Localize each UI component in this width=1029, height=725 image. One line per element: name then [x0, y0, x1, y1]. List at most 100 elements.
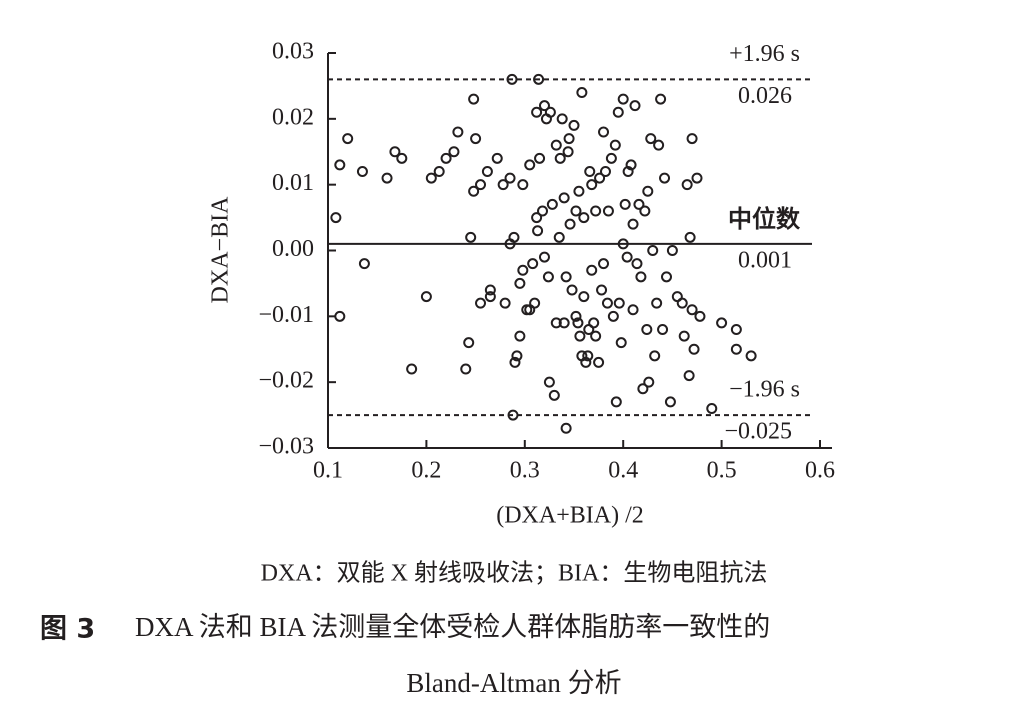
point	[570, 310, 582, 322]
point	[433, 166, 445, 177]
point	[499, 297, 511, 309]
point	[678, 330, 690, 342]
reference-value-label: −0.025	[724, 419, 792, 445]
point	[617, 238, 629, 250]
point	[666, 245, 678, 256]
point	[542, 271, 554, 283]
point	[562, 146, 574, 158]
point	[425, 172, 437, 184]
point	[686, 304, 698, 316]
point	[598, 126, 610, 138]
point	[533, 73, 545, 85]
point	[635, 271, 647, 283]
point	[534, 152, 546, 164]
point	[586, 179, 598, 191]
x-tick-label: 0.4	[608, 458, 638, 484]
point	[631, 258, 643, 270]
reference-label: +1.96 s	[729, 41, 800, 67]
point	[730, 343, 742, 355]
point	[601, 297, 613, 309]
point	[645, 133, 657, 145]
point	[465, 231, 477, 243]
point	[647, 245, 659, 256]
point	[484, 284, 496, 296]
y-axis-label: DXA−BIA	[208, 196, 234, 304]
point	[330, 212, 342, 224]
point	[554, 152, 566, 164]
point	[586, 264, 598, 276]
point	[676, 297, 688, 309]
point	[660, 271, 672, 283]
point	[570, 205, 582, 217]
point	[588, 317, 600, 329]
point	[506, 73, 518, 85]
point	[573, 185, 585, 197]
point	[578, 212, 590, 224]
point	[529, 297, 541, 309]
point	[593, 356, 605, 368]
point	[511, 350, 523, 362]
point	[509, 356, 521, 368]
x-tick-label: 0.6	[805, 458, 835, 484]
point	[655, 93, 667, 105]
point	[558, 192, 570, 204]
caption-line: DXA 法和 BIA 法测量全体受检人群体脂肪率一致性的	[135, 612, 770, 642]
point	[627, 218, 639, 230]
point	[598, 258, 610, 270]
point	[694, 310, 706, 322]
point	[576, 87, 588, 98]
point	[688, 343, 700, 355]
point	[406, 363, 418, 375]
point	[602, 205, 614, 217]
y-tick-label: 0.03	[272, 39, 314, 65]
point	[621, 251, 633, 263]
point	[572, 317, 584, 329]
point	[531, 212, 543, 224]
reference-label: 中位数	[728, 205, 801, 233]
point	[633, 198, 645, 210]
x-tick-label: 0.1	[313, 458, 343, 484]
point	[590, 205, 602, 217]
point	[531, 106, 543, 118]
point	[491, 152, 503, 164]
point	[560, 271, 572, 283]
point	[334, 310, 346, 322]
point	[691, 172, 703, 184]
point	[637, 383, 649, 395]
point	[532, 225, 544, 237]
point	[514, 330, 526, 342]
y-tick-label: −0.03	[258, 434, 314, 460]
reference-value-label: 0.001	[738, 247, 792, 273]
point	[563, 133, 575, 145]
point	[463, 337, 475, 349]
point	[684, 231, 696, 243]
x-tick-label: 0.5	[707, 458, 737, 484]
x-tick-label: 0.3	[510, 458, 540, 484]
point	[599, 166, 611, 177]
y-tick-label: 0.01	[272, 170, 314, 196]
point	[358, 258, 370, 270]
point	[596, 284, 608, 296]
point	[497, 179, 509, 191]
point	[475, 297, 487, 309]
point	[639, 205, 651, 217]
point	[514, 277, 526, 289]
x-axis-label: (DXA+BIA) /2	[496, 503, 644, 529]
point	[566, 284, 578, 296]
y-tick-label: −0.01	[258, 302, 314, 328]
point	[664, 396, 676, 408]
point	[389, 146, 401, 158]
reference-label: −1.96 s	[729, 377, 800, 403]
point	[538, 251, 550, 263]
point	[396, 152, 408, 164]
point	[517, 264, 529, 276]
point	[524, 159, 536, 171]
point	[619, 198, 631, 210]
caption-line: Bland-Altman 分析	[406, 668, 621, 698]
point	[504, 172, 516, 184]
point	[568, 119, 580, 131]
note: DXA：双能 X 射线吸收法；BIA：生物电阻抗法	[261, 560, 768, 587]
point	[334, 159, 346, 171]
